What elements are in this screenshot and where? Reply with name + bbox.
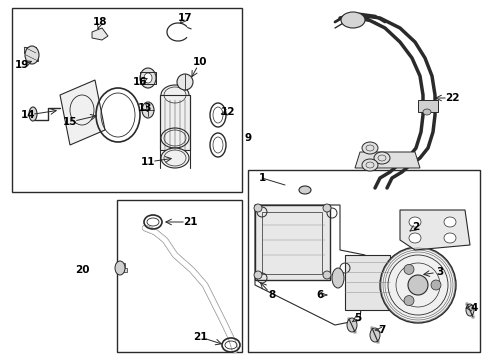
Polygon shape xyxy=(60,80,105,145)
Ellipse shape xyxy=(403,264,413,274)
Text: 9: 9 xyxy=(244,133,251,143)
Text: 21: 21 xyxy=(183,217,197,227)
Text: 20: 20 xyxy=(75,265,89,275)
Ellipse shape xyxy=(161,128,189,148)
Ellipse shape xyxy=(253,271,262,279)
Text: 3: 3 xyxy=(435,267,443,277)
Bar xyxy=(417,100,437,112)
Text: 10: 10 xyxy=(192,57,207,67)
Bar xyxy=(345,255,389,310)
Ellipse shape xyxy=(408,233,420,243)
Ellipse shape xyxy=(323,271,330,279)
Text: 19: 19 xyxy=(15,60,29,70)
Bar xyxy=(12,8,242,192)
Ellipse shape xyxy=(331,268,343,288)
Ellipse shape xyxy=(115,261,125,275)
Bar xyxy=(254,205,329,280)
Text: 4: 4 xyxy=(469,303,477,313)
Ellipse shape xyxy=(430,280,440,290)
Bar xyxy=(262,212,321,274)
Text: 15: 15 xyxy=(62,117,77,127)
Ellipse shape xyxy=(369,328,379,342)
Ellipse shape xyxy=(465,304,473,316)
Text: 13: 13 xyxy=(138,103,152,113)
Text: 7: 7 xyxy=(378,325,385,335)
Text: 12: 12 xyxy=(220,107,235,117)
Text: 2: 2 xyxy=(411,222,419,232)
Polygon shape xyxy=(354,152,419,168)
Ellipse shape xyxy=(407,275,427,295)
Text: 5: 5 xyxy=(354,313,361,323)
Text: 11: 11 xyxy=(141,157,155,167)
Ellipse shape xyxy=(443,233,455,243)
Ellipse shape xyxy=(361,142,377,154)
Ellipse shape xyxy=(443,217,455,227)
Ellipse shape xyxy=(140,68,156,88)
Ellipse shape xyxy=(142,102,154,118)
Ellipse shape xyxy=(422,109,430,115)
Ellipse shape xyxy=(177,74,193,90)
Ellipse shape xyxy=(361,159,377,171)
Polygon shape xyxy=(399,210,469,250)
Text: 16: 16 xyxy=(132,77,147,87)
Ellipse shape xyxy=(298,186,310,194)
Ellipse shape xyxy=(340,12,364,28)
Text: 18: 18 xyxy=(93,17,107,27)
Ellipse shape xyxy=(25,46,39,64)
Polygon shape xyxy=(118,268,127,272)
Polygon shape xyxy=(92,28,108,40)
Bar xyxy=(26,55,38,61)
Bar xyxy=(160,95,190,150)
Text: 21: 21 xyxy=(192,332,207,342)
Ellipse shape xyxy=(143,73,152,83)
Ellipse shape xyxy=(346,318,356,332)
Ellipse shape xyxy=(29,107,37,121)
Ellipse shape xyxy=(379,247,455,323)
Ellipse shape xyxy=(373,152,389,164)
Bar xyxy=(247,170,479,352)
Ellipse shape xyxy=(403,296,413,306)
Bar xyxy=(24,47,36,53)
Text: 8: 8 xyxy=(268,290,275,300)
Text: 1: 1 xyxy=(258,173,265,183)
Ellipse shape xyxy=(408,217,420,227)
Text: 22: 22 xyxy=(444,93,458,103)
Text: 17: 17 xyxy=(177,13,192,23)
Bar xyxy=(117,200,242,352)
Ellipse shape xyxy=(161,85,189,105)
Ellipse shape xyxy=(161,148,189,168)
Text: 14: 14 xyxy=(20,110,35,120)
Ellipse shape xyxy=(323,204,330,212)
Text: 6: 6 xyxy=(316,290,323,300)
Ellipse shape xyxy=(253,204,262,212)
Polygon shape xyxy=(116,263,125,267)
